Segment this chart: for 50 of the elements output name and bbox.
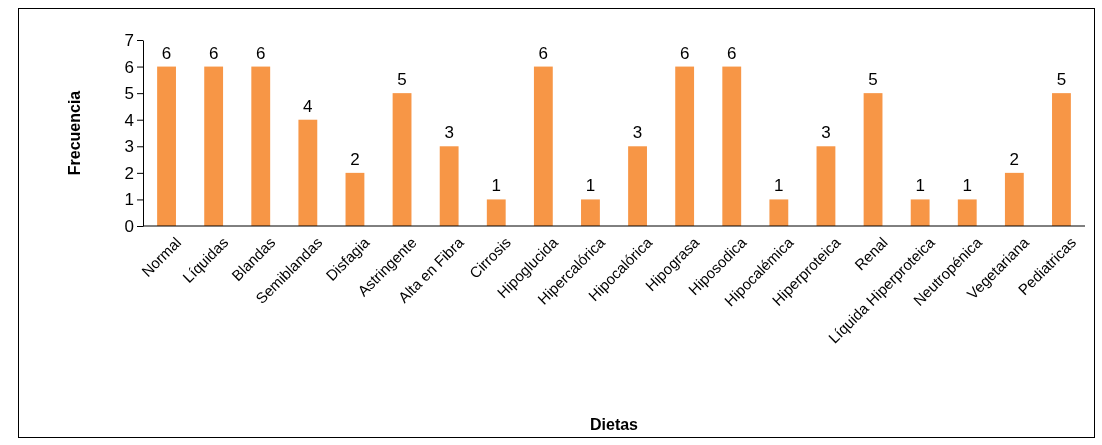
data-label: 5 bbox=[397, 70, 407, 90]
data-label: 3 bbox=[632, 123, 643, 143]
bar bbox=[910, 199, 930, 226]
bar bbox=[392, 93, 412, 226]
bar bbox=[251, 66, 271, 226]
bar bbox=[345, 172, 365, 226]
bar bbox=[1052, 93, 1071, 226]
y-tick-label: 5 bbox=[124, 84, 134, 104]
y-tick-label: 6 bbox=[124, 57, 134, 77]
bar bbox=[816, 146, 836, 226]
data-label: 6 bbox=[679, 43, 690, 63]
bar bbox=[581, 199, 600, 226]
data-label: 5 bbox=[1056, 70, 1067, 90]
data-label: 6 bbox=[538, 43, 549, 63]
bar bbox=[769, 199, 789, 226]
y-tick-label: 7 bbox=[124, 30, 134, 50]
y-tick-label: 3 bbox=[124, 137, 134, 157]
bar bbox=[204, 66, 224, 226]
bar bbox=[863, 93, 883, 226]
data-label: 1 bbox=[774, 176, 784, 196]
data-label: 1 bbox=[585, 176, 596, 196]
y-tick-label: 4 bbox=[124, 110, 134, 130]
data-label: 6 bbox=[727, 43, 737, 63]
data-label: 6 bbox=[208, 43, 219, 63]
data-label: 4 bbox=[303, 96, 313, 116]
bar bbox=[957, 199, 977, 226]
bar bbox=[439, 146, 459, 226]
data-label: 5 bbox=[868, 70, 878, 90]
data-label: 2 bbox=[350, 149, 360, 169]
x-axis-title: Dietas bbox=[589, 416, 639, 433]
data-label: 3 bbox=[821, 123, 831, 143]
bar bbox=[486, 199, 506, 226]
bar bbox=[533, 66, 553, 226]
y-tick-label: 1 bbox=[124, 190, 134, 210]
data-label: 6 bbox=[161, 43, 172, 63]
data-label: 1 bbox=[915, 176, 925, 196]
bar bbox=[675, 66, 695, 226]
data-label: 1 bbox=[962, 176, 972, 196]
y-tick-label: 2 bbox=[124, 163, 134, 183]
y-axis-title: Frecuencia bbox=[66, 90, 83, 176]
bar bbox=[628, 146, 647, 226]
data-label: 2 bbox=[1009, 149, 1020, 169]
bar bbox=[722, 66, 742, 226]
bar bbox=[298, 119, 318, 226]
data-label: 1 bbox=[491, 176, 501, 196]
y-tick-label: 0 bbox=[124, 216, 134, 236]
bar bbox=[157, 66, 176, 226]
bar bbox=[1004, 172, 1024, 226]
data-label: 6 bbox=[256, 43, 266, 63]
data-label: 3 bbox=[444, 123, 454, 143]
